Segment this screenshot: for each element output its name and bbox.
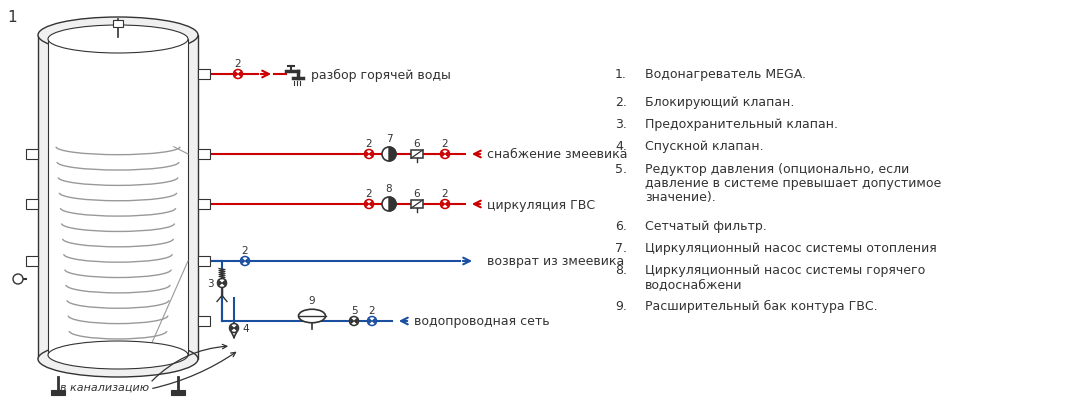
Polygon shape <box>38 36 198 359</box>
Polygon shape <box>390 197 396 211</box>
Text: 3: 3 <box>207 278 213 288</box>
Text: водопроводная сеть: водопроводная сеть <box>415 315 549 328</box>
Polygon shape <box>445 151 449 158</box>
Polygon shape <box>48 40 188 355</box>
Bar <box>26 199 38 209</box>
Text: 9: 9 <box>309 295 316 305</box>
Text: значение).: значение). <box>645 190 716 204</box>
Text: 8: 8 <box>385 183 393 194</box>
Text: Предохранительный клапан.: Предохранительный клапан. <box>645 118 838 131</box>
Polygon shape <box>245 258 249 265</box>
Ellipse shape <box>38 18 198 54</box>
Text: Циркуляционный насос системы горячего: Циркуляционный насос системы горячего <box>645 263 925 276</box>
Text: 6.: 6. <box>615 219 627 233</box>
Circle shape <box>349 317 359 326</box>
Polygon shape <box>231 325 234 332</box>
Bar <box>198 70 210 80</box>
Text: 7.: 7. <box>615 242 627 254</box>
Polygon shape <box>219 280 222 287</box>
Text: в канализацию: в канализацию <box>61 382 149 392</box>
Text: давление в системе превышает допустимое: давление в системе превышает допустимое <box>645 177 941 190</box>
Bar <box>198 199 210 209</box>
Polygon shape <box>441 201 445 208</box>
Text: Расширительный бак контура ГВС.: Расширительный бак контура ГВС. <box>645 299 878 312</box>
Text: 8.: 8. <box>615 263 627 276</box>
Text: Редуктор давления (опционально, если: Редуктор давления (опционально, если <box>645 163 910 176</box>
Bar <box>26 256 38 266</box>
Text: водоснабжени: водоснабжени <box>645 277 742 290</box>
Circle shape <box>230 324 238 333</box>
Circle shape <box>240 257 249 266</box>
Polygon shape <box>369 201 373 208</box>
Circle shape <box>382 147 396 161</box>
Text: циркуляция ГВС: циркуляция ГВС <box>487 198 595 211</box>
Text: Сетчатый фильтр.: Сетчатый фильтр. <box>645 219 767 233</box>
Circle shape <box>364 150 373 159</box>
Polygon shape <box>369 151 373 158</box>
Text: 2: 2 <box>366 139 372 149</box>
Text: 1: 1 <box>7 10 16 25</box>
Polygon shape <box>238 71 242 78</box>
Polygon shape <box>390 147 396 161</box>
Text: 2: 2 <box>442 189 448 199</box>
Bar <box>411 150 423 159</box>
Text: 5: 5 <box>350 305 357 315</box>
Bar <box>26 150 38 159</box>
Text: возврат из змеевика: возврат из змеевика <box>487 255 625 268</box>
Text: 1.: 1. <box>615 68 627 81</box>
Polygon shape <box>366 201 369 208</box>
Circle shape <box>441 200 449 209</box>
Bar <box>198 256 210 266</box>
Text: 5.: 5. <box>615 163 627 176</box>
Polygon shape <box>354 318 358 325</box>
Ellipse shape <box>48 341 188 369</box>
Polygon shape <box>234 325 238 332</box>
Text: 2: 2 <box>235 59 242 69</box>
Text: Спускной клапан.: Спускной клапан. <box>645 140 764 153</box>
Polygon shape <box>441 151 445 158</box>
Text: Циркуляционный насос системы отопления: Циркуляционный насос системы отопления <box>645 242 937 254</box>
Polygon shape <box>222 280 226 287</box>
Polygon shape <box>368 318 372 325</box>
Text: 2.: 2. <box>615 96 627 109</box>
Polygon shape <box>242 258 245 265</box>
Bar <box>51 390 65 395</box>
Text: 4.: 4. <box>615 140 627 153</box>
Text: 3.: 3. <box>615 118 627 131</box>
Ellipse shape <box>298 309 325 323</box>
Text: 2: 2 <box>442 139 448 149</box>
Bar <box>411 200 423 209</box>
Bar <box>171 390 185 395</box>
Polygon shape <box>445 201 449 208</box>
Text: разбор горячей воды: разбор горячей воды <box>311 68 450 81</box>
Circle shape <box>364 200 373 209</box>
Circle shape <box>234 70 243 79</box>
Text: Блокирующий клапан.: Блокирующий клапан. <box>645 96 794 109</box>
Circle shape <box>382 197 396 211</box>
Polygon shape <box>234 71 238 78</box>
Circle shape <box>13 274 23 284</box>
Text: 6: 6 <box>413 139 420 149</box>
Bar <box>113 21 123 28</box>
Polygon shape <box>366 151 369 158</box>
Bar <box>198 316 210 326</box>
Text: 4: 4 <box>243 323 249 333</box>
Text: 2: 2 <box>369 305 375 315</box>
Text: 7: 7 <box>385 134 393 144</box>
Text: 9.: 9. <box>615 299 627 312</box>
Circle shape <box>441 150 449 159</box>
Text: 2: 2 <box>242 245 248 255</box>
Text: снабжение змеевика: снабжение змеевика <box>487 148 628 161</box>
Text: Водонагреватель MEGA.: Водонагреватель MEGA. <box>645 68 806 81</box>
Circle shape <box>218 279 226 288</box>
Text: 6: 6 <box>413 189 420 199</box>
Polygon shape <box>350 318 354 325</box>
Ellipse shape <box>48 26 188 54</box>
Polygon shape <box>372 318 375 325</box>
Bar <box>198 150 210 159</box>
Ellipse shape <box>38 341 198 377</box>
Circle shape <box>368 317 376 326</box>
Text: 2: 2 <box>366 189 372 199</box>
